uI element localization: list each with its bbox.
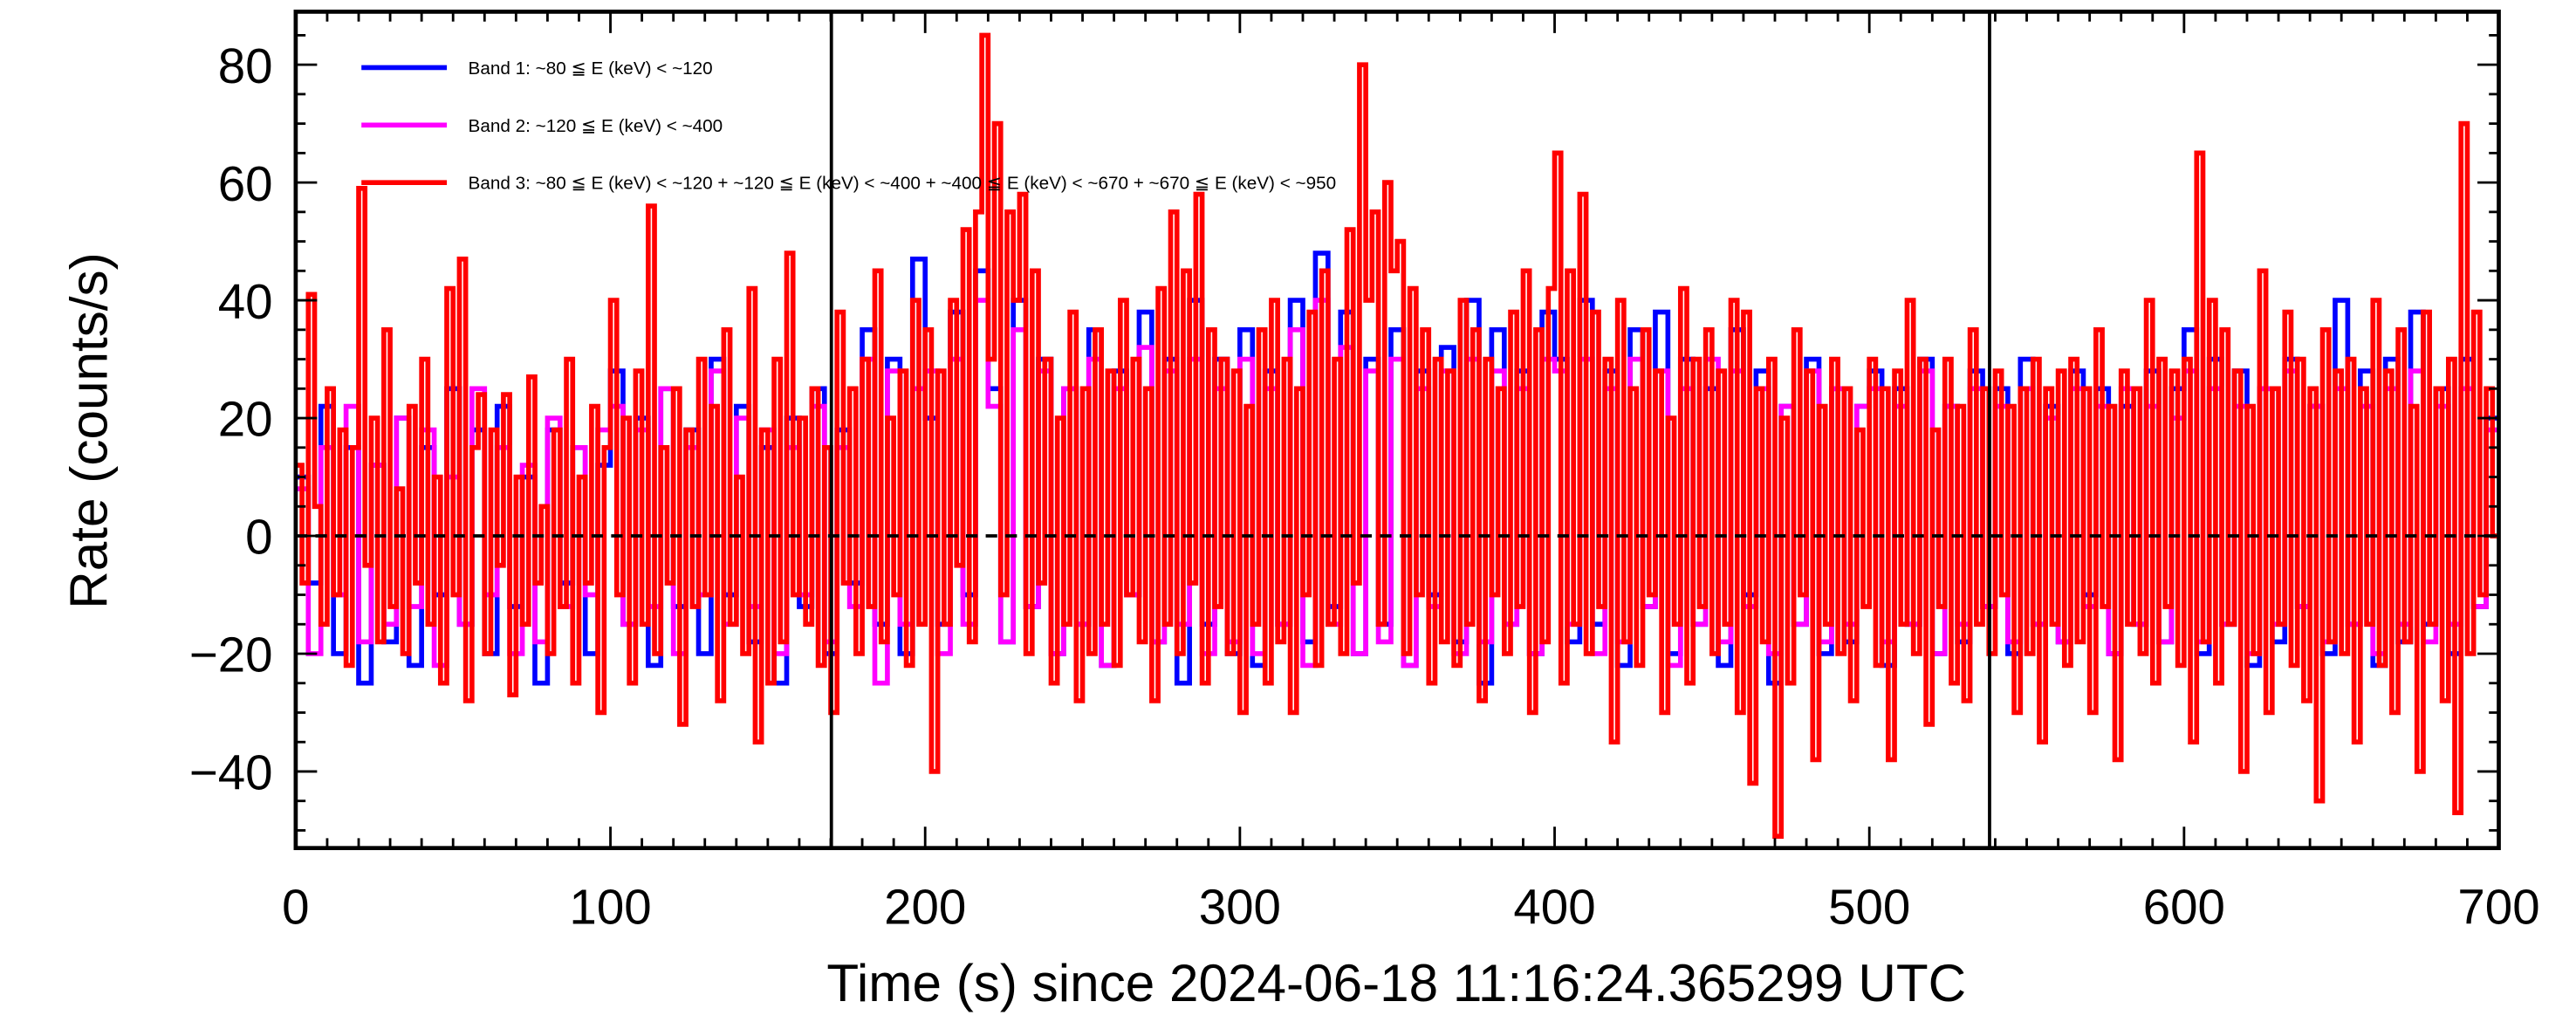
plot-frame xyxy=(293,10,2501,851)
y-tick-label: 0 xyxy=(245,510,272,565)
x-tick-label: 400 xyxy=(1513,879,1595,934)
x-tick-label: 200 xyxy=(884,879,966,934)
y-tick-label: −20 xyxy=(189,628,273,683)
x-tick-label: 100 xyxy=(569,879,651,934)
series-band-2 xyxy=(295,298,2499,686)
x-tick-label: 300 xyxy=(1199,879,1281,934)
y-tick-label: 60 xyxy=(218,156,273,211)
y-tick-label: 80 xyxy=(218,38,273,93)
y-tick-label: −40 xyxy=(189,745,273,800)
y-tick-label: 40 xyxy=(218,274,273,329)
series-band-3 xyxy=(295,32,2499,840)
x-tick-label: 600 xyxy=(2143,879,2225,934)
y-axis-label: Rate (counts/s) xyxy=(58,252,118,608)
series-layer xyxy=(295,32,2499,840)
reference-lines xyxy=(295,11,2499,848)
legend-label-band-2: Band 2: ~120 ≦ E (keV) < ~400 xyxy=(469,116,723,136)
y-tick-label: 20 xyxy=(218,392,273,447)
x-axis-label: Time (s) since 2024-06-18 11:16:24.36529… xyxy=(826,953,1966,1012)
series-band-1 xyxy=(295,250,2499,686)
x-tick-label: 0 xyxy=(282,879,309,934)
axes: 0 100 200 300 400 500 600 700 −40 −20 0 20 40 60 80 xyxy=(189,10,2540,934)
legend-label-band-1: Band 1: ~80 ≦ E (keV) < ~120 xyxy=(469,58,713,79)
x-tick-label: 500 xyxy=(1828,879,1910,934)
x-tick-label: 700 xyxy=(2457,879,2539,934)
legend: Band 1: ~80 ≦ E (keV) < ~120 Band 2: ~12… xyxy=(361,58,1336,194)
legend-label-band-3: Band 3: ~80 ≦ E (keV) < ~120 + ~120 ≦ E … xyxy=(469,174,1337,194)
